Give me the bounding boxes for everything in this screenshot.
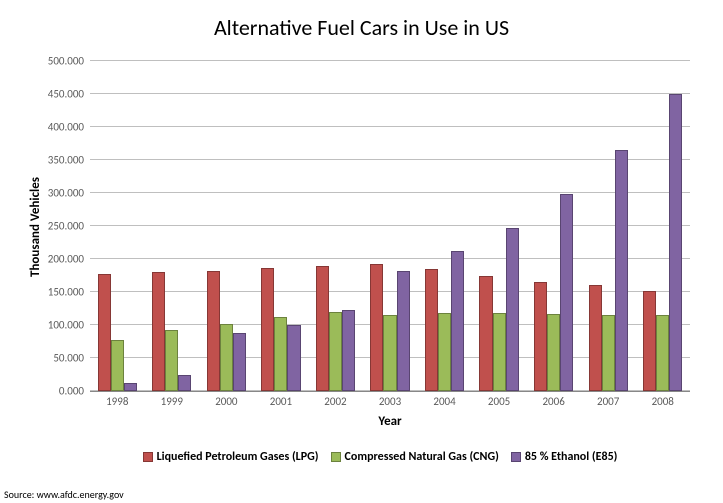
legend: Liquefied Petroleum Gases (LPG) Compresse… <box>70 450 690 464</box>
bar <box>261 268 274 391</box>
bar <box>547 314 560 391</box>
y-tick-label: 0.000 <box>59 385 90 398</box>
bar <box>383 315 396 391</box>
gridline <box>90 192 690 193</box>
legend-swatch <box>511 452 521 462</box>
bar <box>124 383 137 391</box>
x-tick-label: 2005 <box>488 391 510 408</box>
bar <box>329 312 342 391</box>
plot-area: 0.00050.000100.000150.000200.000250.0003… <box>90 62 690 392</box>
source-text: Source: www.afdc.energy.gov <box>4 488 124 501</box>
bar <box>643 291 656 391</box>
bar <box>152 272 165 391</box>
legend-label: Compressed Natural Gas (CNG) <box>345 450 499 464</box>
bar <box>98 274 111 391</box>
bar <box>589 285 602 391</box>
bar <box>165 330 178 391</box>
y-tick-label: 100.000 <box>48 319 90 332</box>
x-tick-label: 2006 <box>542 391 564 408</box>
x-tick-label: 2007 <box>597 391 619 408</box>
y-tick-label: 350.000 <box>48 154 90 167</box>
x-tick-label: 1998 <box>106 391 128 408</box>
bar <box>233 333 246 391</box>
y-tick-label: 400.000 <box>48 121 90 134</box>
y-tick-label: 450.000 <box>48 88 90 101</box>
x-axis-title: Year <box>378 414 401 429</box>
bar <box>534 282 547 391</box>
bar <box>207 271 220 391</box>
gridline <box>90 126 690 127</box>
legend-item: 85 % Ethanol (E85) <box>511 450 618 464</box>
bar <box>342 310 355 391</box>
bar <box>370 264 383 391</box>
bar <box>425 269 438 391</box>
x-tick-label: 2004 <box>433 391 455 408</box>
x-tick-label: 2000 <box>215 391 237 408</box>
y-tick-label: 50.000 <box>53 352 90 365</box>
bar <box>560 194 573 391</box>
y-tick-label: 150.000 <box>48 286 90 299</box>
y-axis-title: Thousand Vehicles <box>28 177 43 277</box>
bar <box>451 251 464 391</box>
legend-swatch <box>331 452 341 462</box>
legend-label: Liquefied Petroleum Gases (LPG) <box>157 450 319 464</box>
gridline <box>90 93 690 94</box>
bar <box>220 324 233 391</box>
x-tick-label: 2002 <box>324 391 346 408</box>
x-tick-label: 2003 <box>379 391 401 408</box>
x-tick-label: 2008 <box>652 391 674 408</box>
gridline <box>90 159 690 160</box>
bar <box>316 266 329 391</box>
x-tick-label: 1999 <box>161 391 183 408</box>
bar <box>178 375 191 392</box>
chart-container: Alternative Fuel Cars in Use in US 0.000… <box>0 0 723 503</box>
legend-swatch <box>143 452 153 462</box>
bar <box>669 94 682 391</box>
bar <box>656 315 669 391</box>
bar <box>493 313 506 391</box>
x-tick-label: 2001 <box>270 391 292 408</box>
gridline <box>90 258 690 259</box>
y-tick-label: 300.000 <box>48 187 90 200</box>
legend-item: Liquefied Petroleum Gases (LPG) <box>143 450 319 464</box>
bar <box>438 313 451 391</box>
legend-label: 85 % Ethanol (E85) <box>525 450 618 464</box>
y-tick-label: 200.000 <box>48 253 90 266</box>
bar <box>615 150 628 391</box>
chart-title: Alternative Fuel Cars in Use in US <box>0 0 723 41</box>
gridline <box>90 60 690 61</box>
bar <box>479 276 492 392</box>
legend-item: Compressed Natural Gas (CNG) <box>331 450 499 464</box>
bar <box>274 317 287 391</box>
y-tick-label: 250.000 <box>48 220 90 233</box>
bar <box>287 325 300 391</box>
y-tick-label: 500.000 <box>48 55 90 68</box>
bar <box>111 340 124 391</box>
bar <box>506 228 519 391</box>
gridline <box>90 225 690 226</box>
bar <box>602 315 615 391</box>
bar <box>397 271 410 391</box>
